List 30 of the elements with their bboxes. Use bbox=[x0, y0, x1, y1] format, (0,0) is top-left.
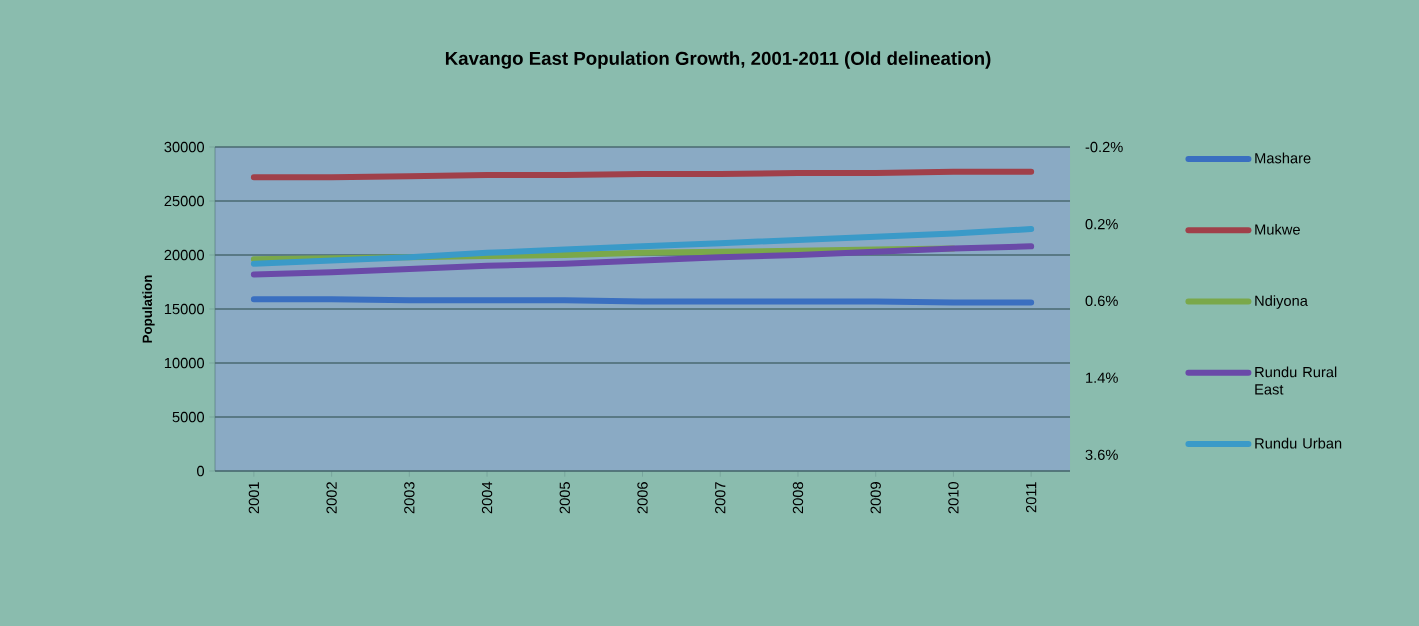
y-tick-label: 15000 bbox=[164, 303, 205, 315]
x-tick-label: 2007 bbox=[715, 482, 726, 514]
x-tick-label: 2002 bbox=[326, 482, 337, 514]
legend-label: Ndiyona bbox=[1255, 295, 1308, 309]
legend-label: Rundu Rural East bbox=[1255, 366, 1337, 395]
text: 0.2% bbox=[1085, 218, 1118, 230]
y-axis-title: Population bbox=[142, 275, 155, 343]
x-tick-label: 2006 bbox=[637, 482, 648, 514]
y-tick-label: 30000 bbox=[164, 141, 205, 153]
legend-label: Mashare bbox=[1255, 152, 1311, 164]
y-tick-label: 25000 bbox=[164, 195, 205, 207]
x-tick-label: 2011 bbox=[1025, 482, 1037, 513]
y-tick-label: 5000 bbox=[172, 411, 205, 423]
text: 1.4% bbox=[1086, 372, 1118, 383]
x-tick-label: 2010 bbox=[948, 482, 959, 514]
legend-label: Mukwe bbox=[1255, 223, 1300, 235]
text: 3.6% bbox=[1085, 449, 1118, 460]
text: 0.6% bbox=[1085, 295, 1118, 307]
legend-label: Rundu Urban bbox=[1255, 437, 1342, 449]
x-tick-label: 2009 bbox=[870, 482, 881, 514]
x-tick-label: 2004 bbox=[481, 481, 493, 514]
x-tick-label: 2008 bbox=[792, 482, 804, 514]
y-tick-label: 20000 bbox=[164, 249, 205, 261]
x-tick-label: 2001 bbox=[248, 482, 260, 514]
y-tick-label: 10000 bbox=[164, 357, 205, 369]
text: -0.2% bbox=[1085, 141, 1123, 153]
chart-title: Kavango East Population Growth, 2001-2011 (Old delineation) bbox=[445, 51, 991, 69]
x-tick-label: 2005 bbox=[559, 482, 570, 514]
y-tick-label: 0 bbox=[197, 465, 205, 477]
x-tick-label: 2003 bbox=[404, 482, 415, 514]
